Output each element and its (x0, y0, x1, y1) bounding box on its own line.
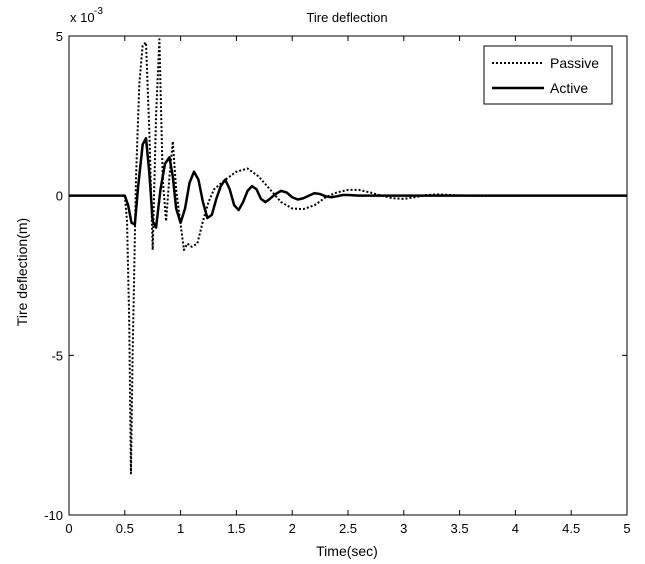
y-multiplier-exponent: -3 (94, 6, 103, 17)
x-tick-label: 3 (400, 521, 407, 536)
legend: Passive Active (483, 45, 613, 105)
x-axis-label: Time(sec) (316, 543, 378, 559)
x-tick-label: 5 (623, 521, 630, 536)
series-line-passive (69, 38, 627, 475)
x-tick-label: 4 (512, 521, 519, 536)
plot-area-frame (68, 35, 628, 516)
x-tick-label: 3.5 (451, 521, 469, 536)
y-tick-label: 0 (56, 189, 63, 204)
y-multiplier-base: x 10 (70, 10, 95, 25)
y-multiplier: x 10 -3 (70, 6, 103, 25)
x-tick-label: 1 (177, 521, 184, 536)
y-tick-label: -10 (44, 508, 63, 523)
x-tick-label: 4.5 (562, 521, 580, 536)
series-line-active (69, 136, 627, 229)
legend-box (483, 45, 613, 105)
y-tick-label: 5 (56, 29, 63, 44)
y-axis-label: Tire deflection(m) (14, 218, 30, 326)
chart-title: Tire deflection (306, 10, 387, 25)
legend-label-active: Active (550, 80, 588, 96)
x-tick-label: 2.5 (339, 521, 357, 536)
x-tick-label: 0 (65, 521, 72, 536)
series-layer (69, 38, 627, 475)
y-tick-label: -5 (51, 348, 63, 363)
x-tick-label: 1.5 (227, 521, 245, 536)
axis-ticks: 0 0.5 1 1.5 2 2.5 3 3.5 4 4.5 5 -10 -5 0 5 (44, 29, 630, 536)
x-tick-label: 0.5 (116, 521, 134, 536)
legend-label-passive: Passive (550, 55, 599, 71)
x-tick-label: 2 (289, 521, 296, 536)
